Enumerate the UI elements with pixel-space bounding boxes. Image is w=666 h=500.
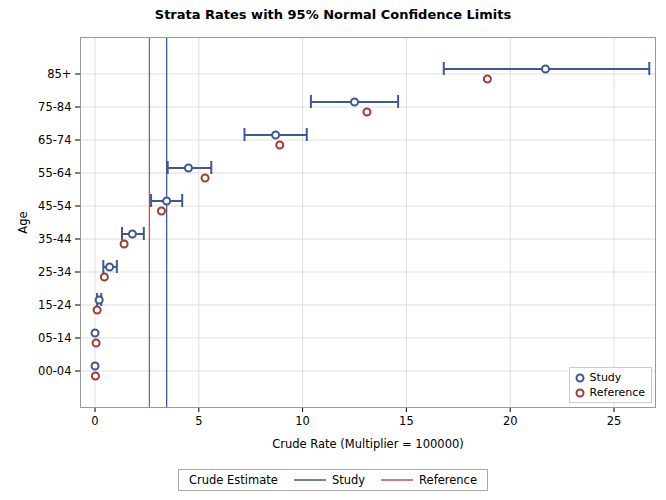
svg-text:65-74: 65-74 — [38, 133, 71, 147]
html-text:Crude Estimate: Crude Estimate — [189, 473, 278, 487]
svg-text:25-34: 25-34 — [38, 265, 71, 279]
svg-text:15-24: 15-24 — [38, 298, 71, 312]
html-text:Study: Study — [589, 371, 622, 384]
svg-text:05-14: 05-14 — [38, 331, 71, 345]
svg-text:Age: Age — [16, 211, 30, 233]
svg-text:5: 5 — [195, 414, 202, 428]
svg-text:55-64: 55-64 — [38, 166, 71, 180]
svg-text:85+: 85+ — [47, 67, 71, 81]
html-text:Reference: Reference — [419, 473, 477, 487]
svg-text:20: 20 — [503, 414, 518, 428]
svg-text:Crude Rate (Multiplier = 10000: Crude Rate (Multiplier = 100000) — [272, 437, 464, 451]
svg-text:10: 10 — [295, 414, 310, 428]
html-text:Study: Study — [331, 473, 366, 487]
html-text:Reference: Reference — [589, 386, 645, 399]
html-text:Strata Rates with 95% Normal C: Strata Rates with 95% Normal Confidence … — [154, 7, 512, 22]
svg-text:00-04: 00-04 — [38, 364, 71, 378]
svg-text:75-84: 75-84 — [38, 100, 71, 114]
svg-text:0: 0 — [91, 414, 98, 428]
svg-text:15: 15 — [399, 414, 414, 428]
svg-text:45-54: 45-54 — [38, 199, 71, 213]
svg-text:35-44: 35-44 — [38, 232, 71, 246]
svg-text:25: 25 — [607, 414, 622, 428]
